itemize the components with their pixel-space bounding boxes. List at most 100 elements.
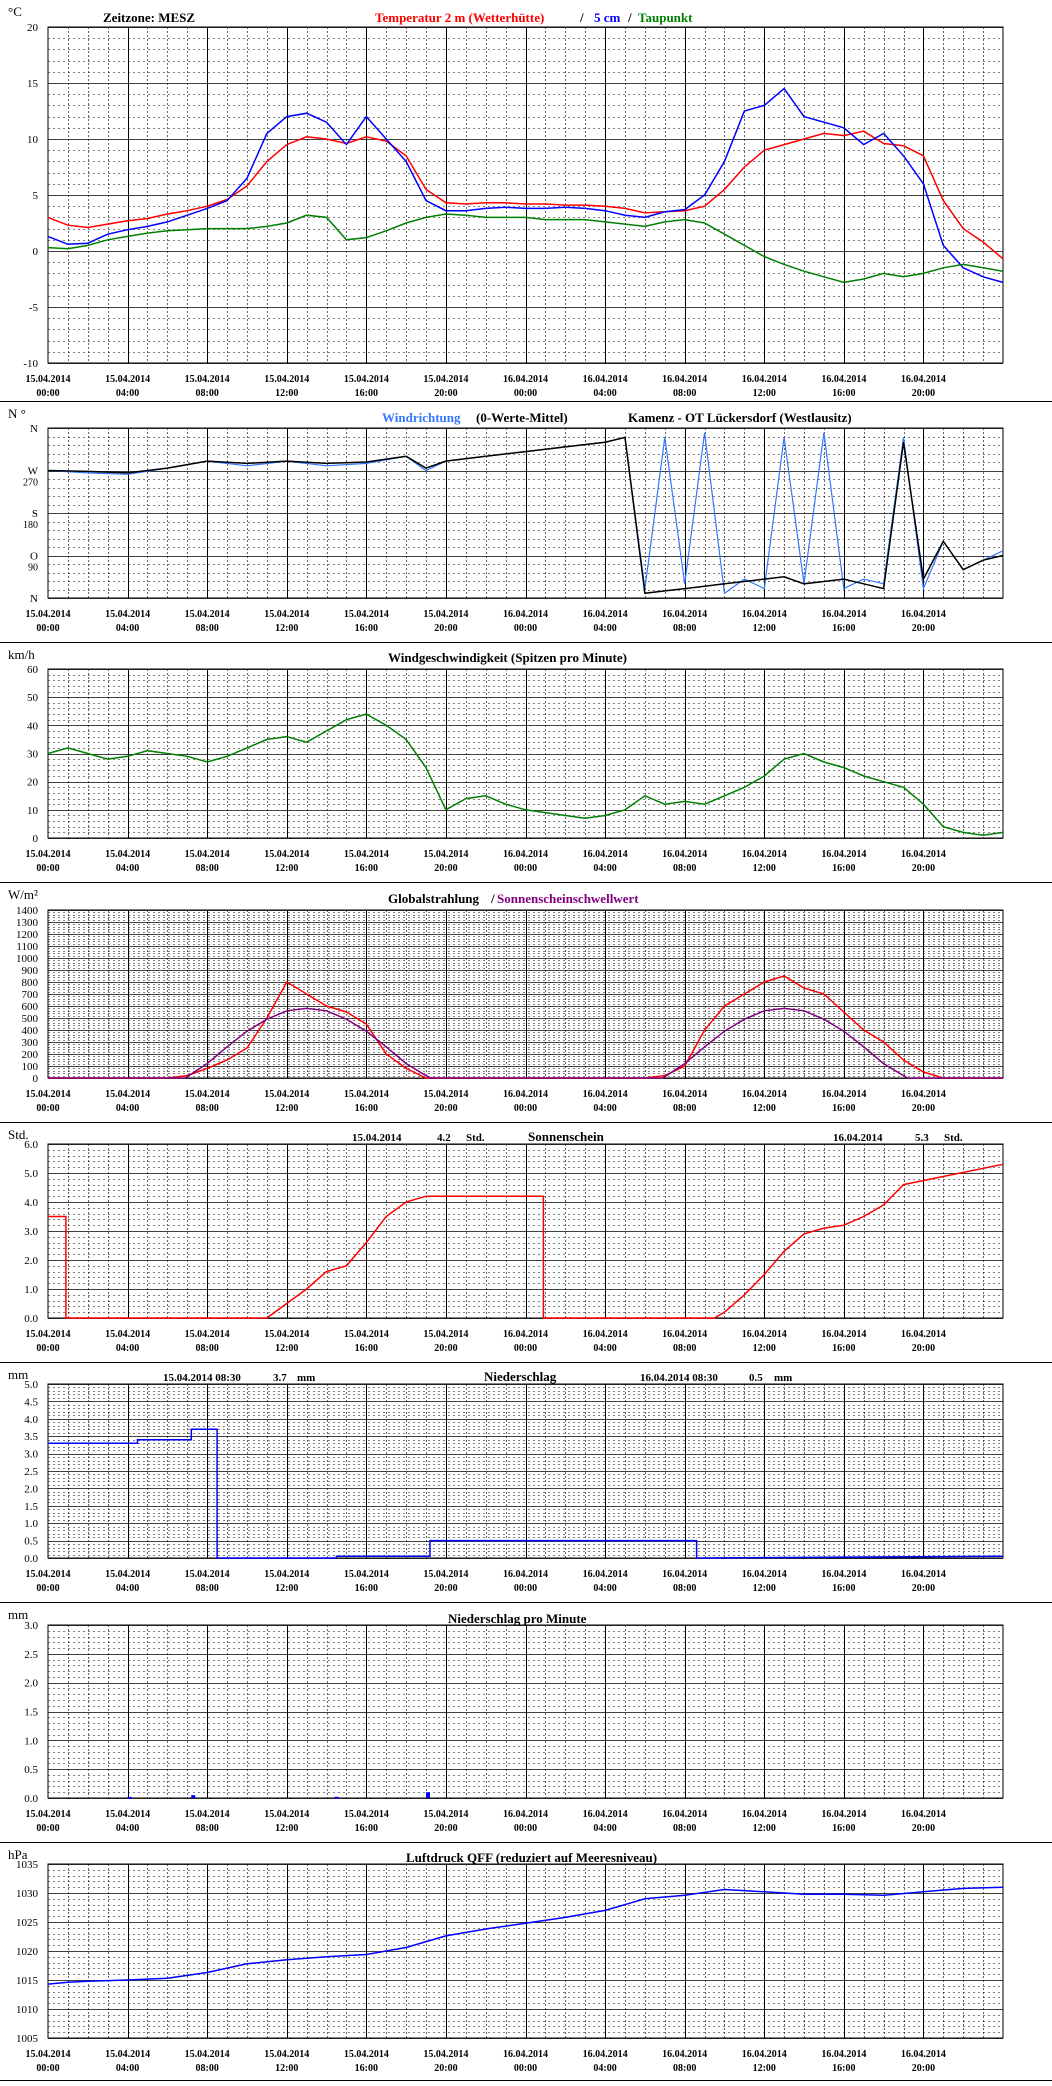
x-tick-time: 12:00 xyxy=(275,1823,298,1834)
chart-title: Luftdruck QFF (reduziert auf Meeresnivea… xyxy=(406,1850,657,1865)
x-tick-time: 00:00 xyxy=(514,1823,537,1834)
x-tick-date: 15.04.2014 xyxy=(26,374,71,385)
y-tick-label: 500 xyxy=(22,1013,39,1025)
y-tick-label: 2.5 xyxy=(24,1649,38,1661)
x-tick-date: 16.04.2014 xyxy=(742,609,787,620)
series-line-pressure xyxy=(47,1886,1004,1985)
panel-windspeed: 0 10 20 30 40 50 60 km/h Windgeschwindigkeit (Sp… xyxy=(0,647,1052,883)
x-tick-time: 20:00 xyxy=(434,1823,457,1834)
plot-area xyxy=(47,909,1004,1079)
x-tick-date: 15.04.2014 xyxy=(105,1569,150,1580)
y-tick-label: 2.0 xyxy=(24,1678,38,1690)
x-tick-time: 12:00 xyxy=(753,2063,776,2074)
x-tick-date: 15.04.2014 xyxy=(344,1569,389,1580)
x-tick-date: 15.04.2014 xyxy=(185,849,230,860)
y-tick-label: -10 xyxy=(23,358,38,370)
y-tick-label: 900 xyxy=(22,965,39,977)
y-tick-label: 0.0 xyxy=(24,1313,38,1325)
x-tick-time: 12:00 xyxy=(275,623,298,634)
x-tick-time: 04:00 xyxy=(116,623,139,634)
y-tick-label: 3.0 xyxy=(24,1226,38,1238)
x-tick-date: 16.04.2014 xyxy=(901,1329,946,1340)
x-tick-time: 12:00 xyxy=(753,1343,776,1354)
x-tick-time: 20:00 xyxy=(912,388,935,399)
chart-title: Niederschlag pro Minute xyxy=(448,1611,587,1626)
bar-mark xyxy=(334,1796,339,1799)
y-tick-label: 1010 xyxy=(16,2004,39,2016)
x-tick-date: 16.04.2014 xyxy=(901,1569,946,1580)
x-tick-date: 15.04.2014 xyxy=(105,1809,150,1820)
x-tick-time: 04:00 xyxy=(593,863,616,874)
x-tick-date: 15.04.2014 xyxy=(264,609,309,620)
unit-label: mm xyxy=(8,1607,28,1622)
x-tick-date: 16.04.2014 xyxy=(503,849,548,860)
x-tick-date: 16.04.2014 xyxy=(503,1089,548,1100)
y-tick-label: 1100 xyxy=(16,941,38,953)
x-tick-time: 04:00 xyxy=(593,623,616,634)
x-tick-date: 15.04.2014 xyxy=(344,2049,389,2060)
y-tick-label: 1300 xyxy=(16,917,39,929)
x-tick-date: 15.04.2014 xyxy=(344,1329,389,1340)
y-tick-label: 1015 xyxy=(16,1975,39,1987)
x-tick-time: 12:00 xyxy=(275,1343,298,1354)
y-tick-label: 4.5 xyxy=(24,1396,38,1408)
series-line-temperature xyxy=(47,87,1004,284)
x-tick-time: 04:00 xyxy=(116,1103,139,1114)
y-tick-label: 3.0 xyxy=(24,1620,38,1632)
x-tick-date: 16.04.2014 xyxy=(503,2049,548,2060)
x-tick-date: 16.04.2014 xyxy=(901,1809,946,1820)
plot-area xyxy=(47,1624,1004,1799)
x-tick-time: 12:00 xyxy=(753,863,776,874)
x-tick-time: 04:00 xyxy=(593,1103,616,1114)
x-tick-date: 16.04.2014 xyxy=(583,374,628,385)
y-tick-label: 0.5 xyxy=(24,1764,38,1776)
y-tick-label: 1030 xyxy=(16,1888,39,1900)
y-tick-label: 1025 xyxy=(16,1917,39,1929)
x-tick-time: 12:00 xyxy=(275,1103,298,1114)
x-tick-date: 16.04.2014 xyxy=(503,1329,548,1340)
chart-title: Globalstrahlung xyxy=(388,891,480,906)
x-tick-time: 04:00 xyxy=(593,2063,616,2074)
y-tick-label: 0 xyxy=(33,833,39,845)
y-tick-label: 5.0 xyxy=(24,1168,38,1180)
unit-label: km/h xyxy=(8,647,35,662)
unit-label: °C xyxy=(8,4,22,19)
x-tick-time: 20:00 xyxy=(434,863,457,874)
x-tick-time: 12:00 xyxy=(753,388,776,399)
x-tick-time: 20:00 xyxy=(434,388,457,399)
y-tick-label: 0.0 xyxy=(24,1793,38,1805)
chart-title: Zeitzone: MESZ xyxy=(103,10,195,25)
y-tick-label: W xyxy=(28,466,39,478)
x-tick-date: 16.04.2014 xyxy=(821,849,866,860)
x-tick-date: 16.04.2014 xyxy=(583,1329,628,1340)
x-tick-time: 20:00 xyxy=(912,1103,935,1114)
chart-title: 5.3 xyxy=(915,1132,929,1144)
x-tick-date: 15.04.2014 xyxy=(185,609,230,620)
x-tick-time: 16:00 xyxy=(832,1583,855,1594)
x-tick-date: 15.04.2014 xyxy=(264,2049,309,2060)
x-tick-date: 16.04.2014 xyxy=(583,1569,628,1580)
x-tick-time: 20:00 xyxy=(434,1343,457,1354)
y-tick-label: 15 xyxy=(27,78,39,90)
x-tick-time: 08:00 xyxy=(195,388,218,399)
x-tick-date: 16.04.2014 xyxy=(583,1809,628,1820)
chart-title: Sonnenscheinschwellwert xyxy=(497,891,639,906)
x-tick-time: 16:00 xyxy=(355,1823,378,1834)
x-tick-time: 12:00 xyxy=(753,1103,776,1114)
plot-area xyxy=(47,26,1004,364)
x-tick-date: 16.04.2014 xyxy=(662,1809,707,1820)
x-tick-time: 16:00 xyxy=(355,1103,378,1114)
x-tick-time: 08:00 xyxy=(673,388,696,399)
chart-title: mm xyxy=(774,1372,792,1384)
x-tick-date: 16.04.2014 xyxy=(742,2049,787,2060)
x-tick-time: 20:00 xyxy=(434,623,457,634)
chart-title: Std. xyxy=(466,1132,485,1144)
chart-title: 3.7 xyxy=(273,1372,287,1384)
x-tick-time: 16:00 xyxy=(355,623,378,634)
x-tick-date: 15.04.2014 xyxy=(185,374,230,385)
x-tick-time: 16:00 xyxy=(355,1343,378,1354)
x-tick-time: 12:00 xyxy=(275,2063,298,2074)
x-tick-time: 00:00 xyxy=(36,1823,59,1834)
y-tick-label: S xyxy=(32,508,38,520)
y-tick-label: N xyxy=(30,423,38,435)
